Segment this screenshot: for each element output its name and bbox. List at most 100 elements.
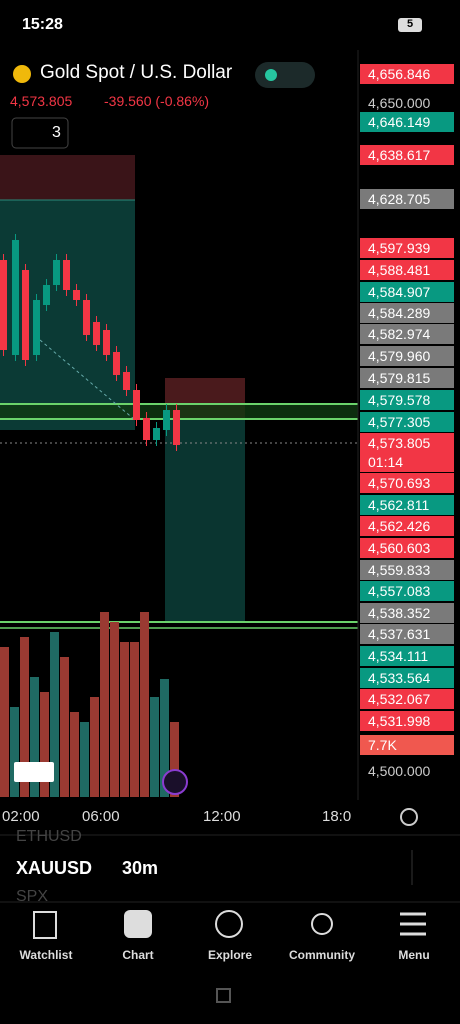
decoration — [162, 769, 188, 795]
price-label: 4,573.805 — [360, 433, 454, 453]
volume-bar — [80, 722, 89, 797]
decoration — [255, 62, 315, 88]
price-label: 4,534.111 — [360, 646, 454, 666]
price-label: 4,562.426 — [360, 516, 454, 536]
price-label: 4,500.000 — [368, 763, 431, 779]
candle-body — [83, 300, 90, 335]
decoration — [400, 912, 426, 936]
price-label: 4,650.000 — [368, 95, 431, 111]
volume-bar — [160, 679, 169, 797]
candle-body — [53, 260, 60, 285]
candle-body — [103, 330, 110, 355]
battery: 5 — [398, 18, 422, 32]
volume-bar — [30, 677, 39, 797]
candle-body — [22, 270, 29, 360]
price-label: 4,582.974 — [360, 324, 454, 344]
volume-bar — [10, 707, 19, 797]
candle-body — [143, 418, 150, 440]
price-label: 4,560.603 — [360, 538, 454, 558]
candle-body — [43, 285, 50, 305]
price-label: 4,562.811 — [360, 495, 454, 515]
candle-body — [12, 240, 19, 355]
volume-bar — [150, 697, 159, 797]
price-label: 4,588.481 — [360, 260, 454, 280]
price-change: -39.560 (-0.86%) — [104, 93, 210, 109]
candle-body — [33, 300, 40, 355]
price-label: 4,537.631 — [360, 624, 454, 644]
nav-item[interactable]: Chart — [122, 948, 154, 962]
decoration — [39, 339, 136, 421]
price-label: 4,538.352 — [360, 603, 454, 623]
symbol-title[interactable]: Gold Spot / U.S. Dollar — [40, 62, 233, 83]
decoration — [165, 418, 245, 622]
price-label: 4,638.617 — [360, 145, 454, 165]
volume-bar — [110, 622, 119, 797]
volume-bar — [130, 642, 139, 797]
price-label: 4,597.939 — [360, 238, 454, 258]
price-label: 4,577.305 — [360, 412, 454, 432]
time-label: 12:00 — [203, 808, 241, 825]
indicator-count[interactable]: 3 — [52, 124, 61, 141]
price-label: 4,656.846 — [360, 64, 454, 84]
volume-bar — [40, 692, 49, 797]
volume-bar — [140, 612, 149, 797]
candle-body — [133, 390, 140, 420]
price-label: 4,559.833 — [360, 560, 454, 580]
volume-bar — [20, 637, 29, 797]
time-label: 18:0 — [322, 808, 352, 825]
volume-bar — [0, 647, 9, 797]
decoration — [400, 808, 418, 826]
volume-bar — [170, 722, 179, 797]
decoration — [311, 913, 333, 935]
volume-bar — [120, 642, 129, 797]
volume-bar — [70, 712, 79, 797]
symbol[interactable]: XAUUSD — [16, 858, 93, 878]
candle-body — [73, 290, 80, 300]
volume-bar — [50, 632, 59, 797]
price-label: 4,533.564 — [360, 668, 454, 688]
price-label: 4,646.149 — [360, 112, 454, 132]
candle-body — [63, 260, 70, 290]
time-label: 02:00 — [2, 808, 40, 825]
nav-item[interactable]: Community — [289, 948, 355, 962]
candle-body — [123, 372, 130, 390]
decoration — [216, 988, 231, 1003]
decoration — [124, 910, 152, 938]
price-label: 4,531.998 — [360, 711, 454, 731]
price-label: 4,579.815 — [360, 368, 454, 388]
price-label: 4,584.907 — [360, 282, 454, 302]
interval[interactable]: 30m — [122, 858, 159, 878]
candle-body — [173, 410, 180, 445]
candle-body — [93, 322, 100, 345]
decoration — [0, 234, 180, 797]
price-label: 4,557.083 — [360, 581, 454, 601]
candle-body — [113, 352, 120, 375]
decoration — [265, 69, 277, 81]
volume-bar — [90, 697, 99, 797]
last-price: 4,573.805 — [10, 93, 73, 109]
ghost-symbol: SPX — [16, 888, 49, 905]
candle-body — [153, 428, 160, 440]
ghost-symbol: ETHUSD — [16, 828, 82, 845]
price-label: 4,584.289 — [360, 303, 454, 323]
decoration — [14, 762, 54, 782]
decoration — [0, 155, 135, 200]
price-label: 4,532.067 — [360, 689, 454, 709]
nav-item[interactable]: Menu — [398, 948, 430, 962]
decoration — [11, 117, 69, 149]
price-label: 01:14 — [360, 452, 454, 472]
nav-item[interactable]: Watchlist — [19, 948, 73, 962]
nav-item[interactable]: Explore — [207, 948, 252, 962]
decoration — [33, 911, 57, 939]
candle-body — [163, 410, 170, 430]
decoration — [0, 200, 135, 430]
price-label: 4,570.693 — [360, 473, 454, 493]
decoration — [215, 910, 243, 938]
volume-bar — [60, 657, 69, 797]
candle-body — [0, 260, 7, 350]
time-label: 06:00 — [82, 808, 120, 825]
volume-bar — [100, 612, 109, 797]
decoration — [13, 65, 31, 83]
